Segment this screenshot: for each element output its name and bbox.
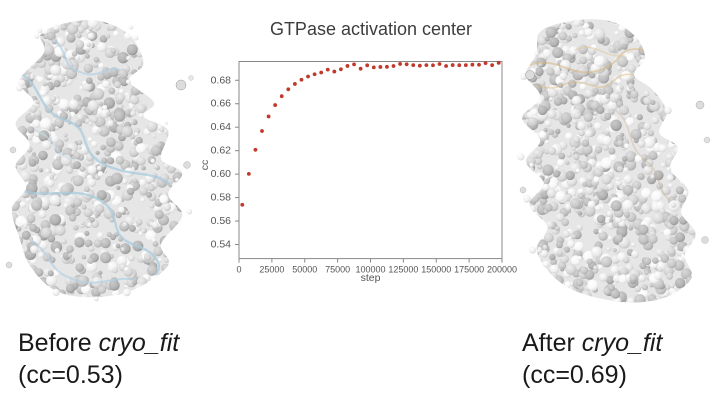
svg-text:cc: cc (199, 160, 211, 171)
svg-text:0.58: 0.58 (211, 192, 232, 204)
svg-text:175000: 175000 (454, 265, 484, 275)
svg-text:0.54: 0.54 (211, 239, 232, 251)
svg-text:0.60: 0.60 (211, 168, 232, 180)
svg-text:75000: 75000 (325, 265, 350, 275)
svg-text:step: step (361, 272, 381, 284)
svg-text:0.56: 0.56 (211, 215, 232, 227)
svg-text:0: 0 (236, 265, 241, 275)
svg-text:0.64: 0.64 (211, 121, 232, 133)
svg-text:25000: 25000 (259, 265, 284, 275)
svg-text:125000: 125000 (388, 265, 418, 275)
svg-text:0.68: 0.68 (211, 74, 232, 86)
svg-text:150000: 150000 (421, 265, 451, 275)
svg-text:0.62: 0.62 (211, 145, 232, 157)
svg-text:50000: 50000 (292, 265, 317, 275)
svg-text:200000: 200000 (487, 265, 517, 275)
svg-text:0.66: 0.66 (211, 98, 232, 110)
